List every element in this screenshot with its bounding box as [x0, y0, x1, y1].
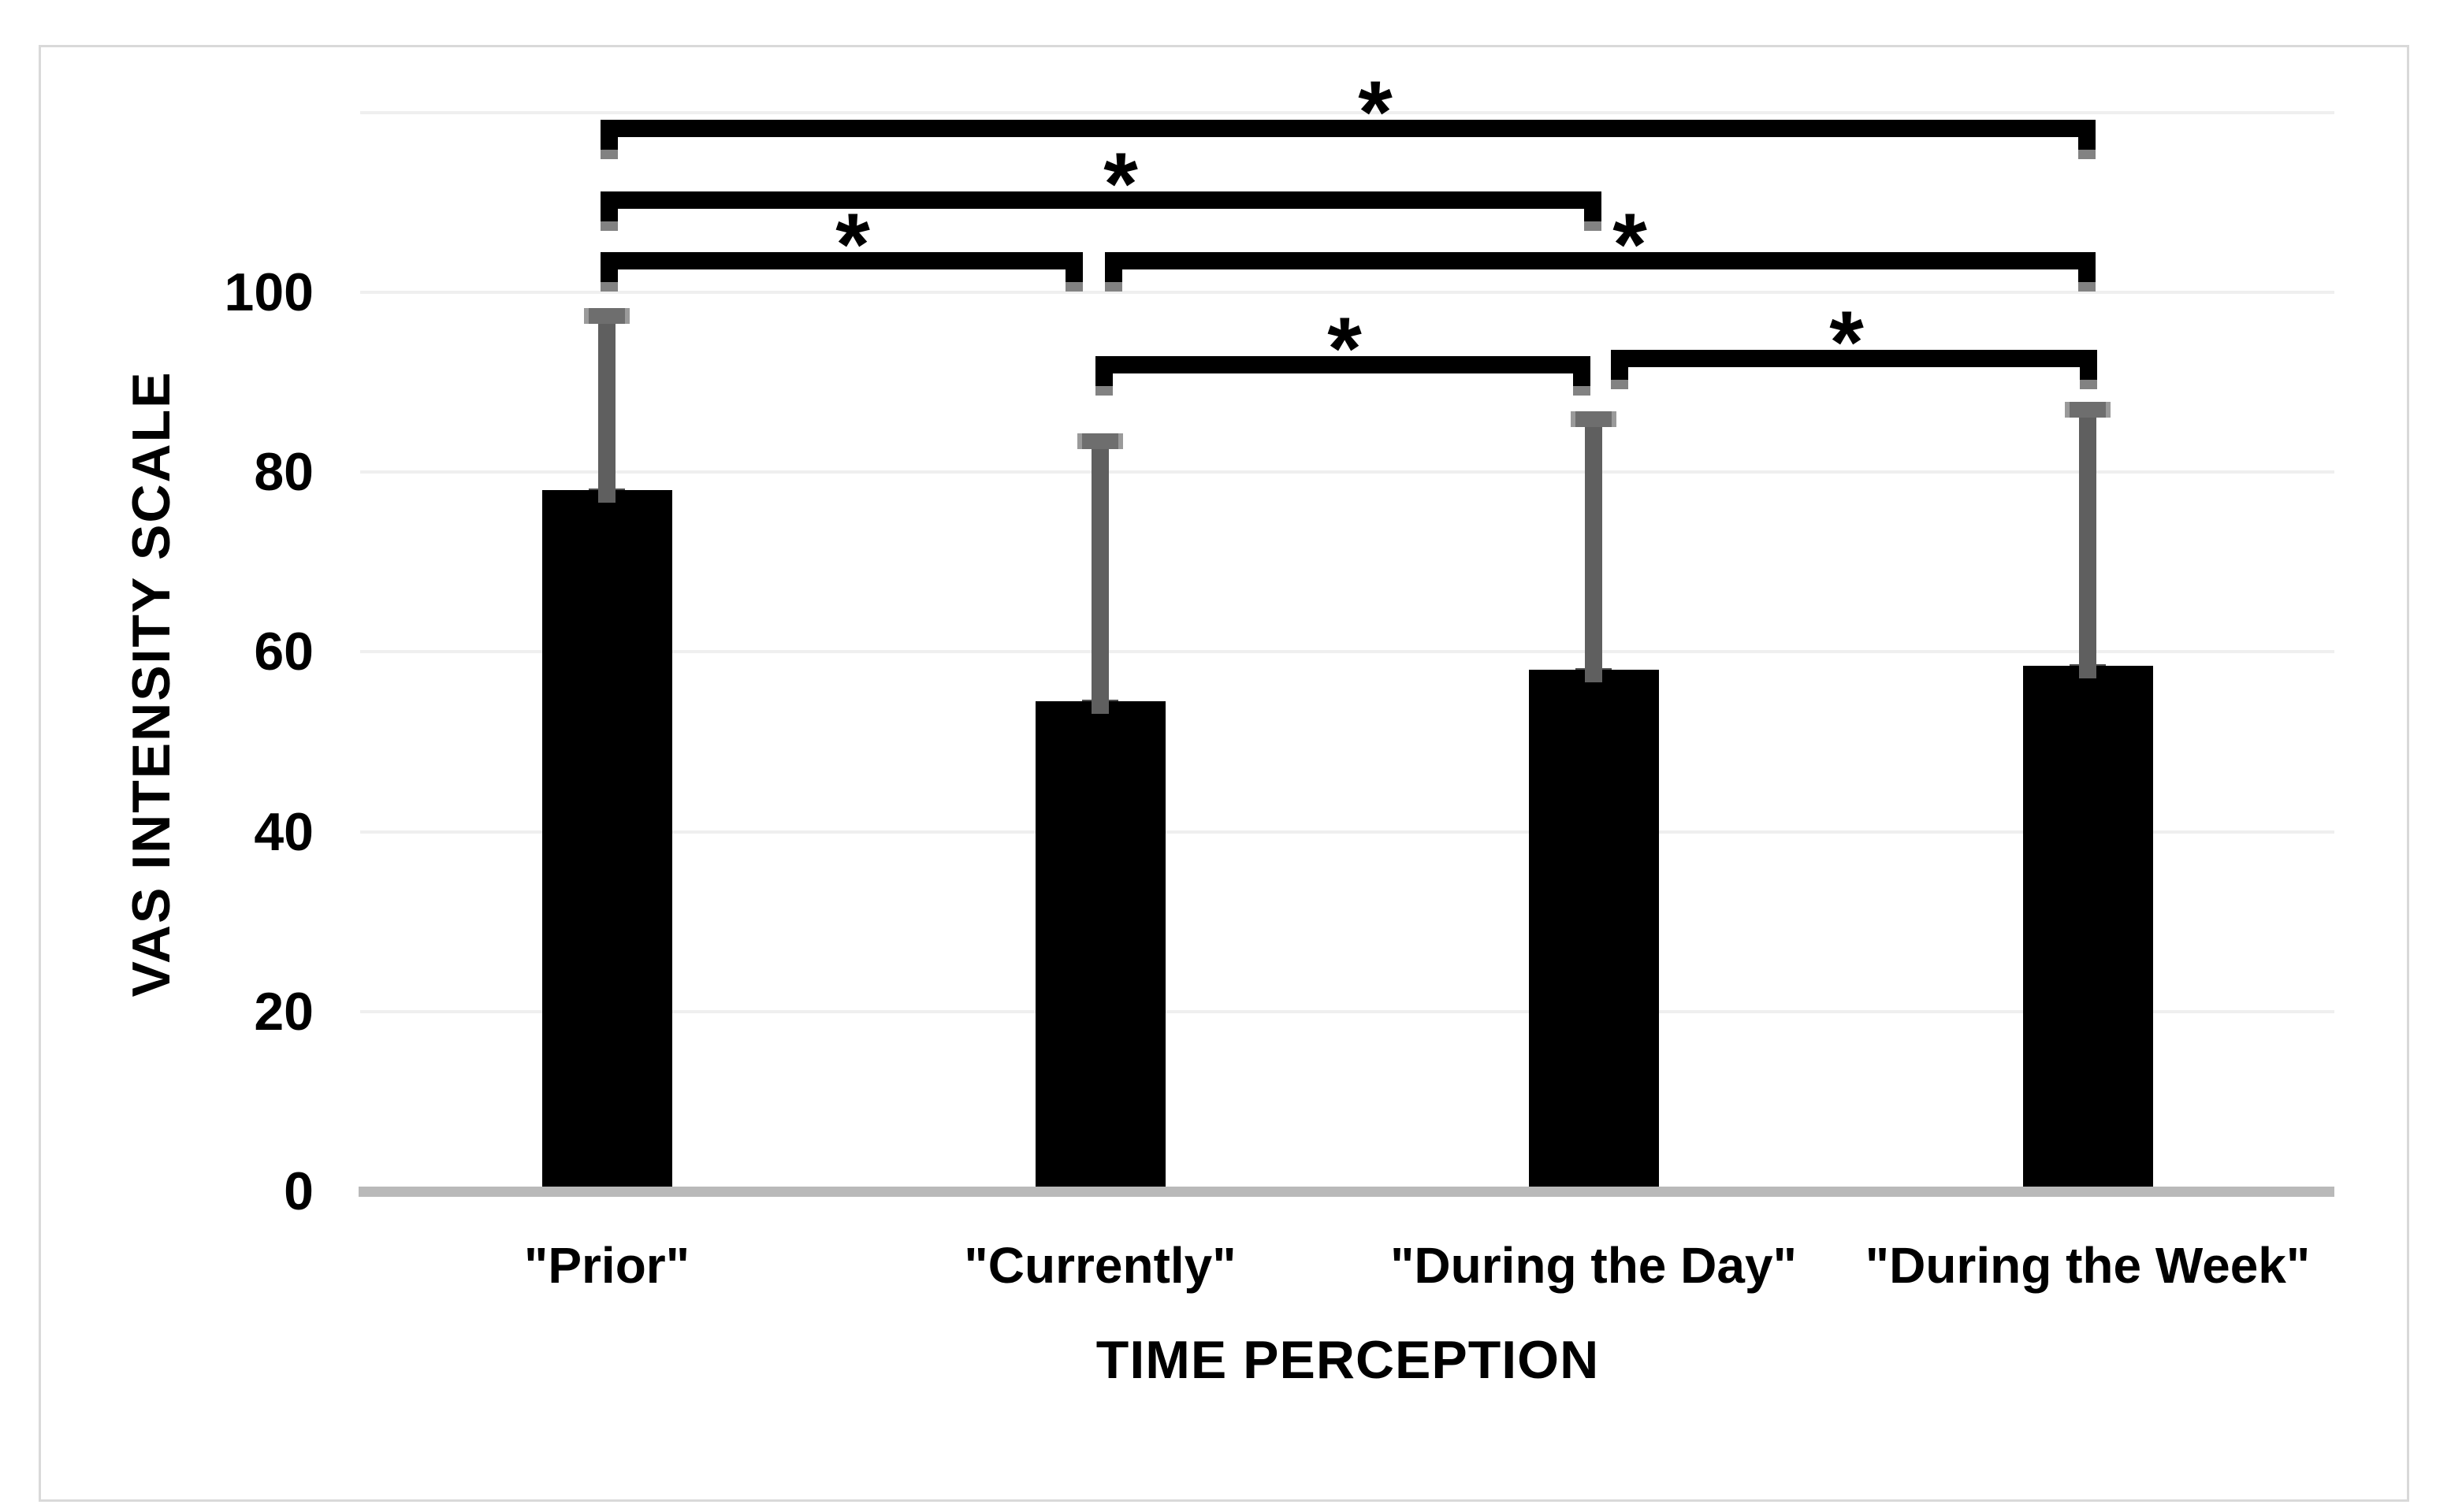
- bracket-right-tip: [1066, 282, 1083, 292]
- bracket-right-hook: [2078, 120, 2096, 150]
- significance-bracket: [1095, 356, 1590, 397]
- x-axis-line: [359, 1187, 2334, 1197]
- significance-asterisk: *: [835, 195, 870, 294]
- gridline-100: [360, 291, 2334, 294]
- x-category-label: "Currently": [964, 1237, 1237, 1294]
- y-tick-label: 60: [254, 622, 314, 682]
- significance-asterisk: *: [1612, 195, 1647, 294]
- error-bar-line: [1092, 440, 1109, 715]
- bracket-right-hook: [2078, 252, 2096, 282]
- bracket-right-hook: [1573, 356, 1590, 386]
- x-category-label: "Prior": [523, 1237, 690, 1294]
- gridline-120: [360, 110, 2334, 114]
- significance-bracket: [601, 120, 2096, 161]
- significance-bracket: [1105, 252, 2096, 293]
- bracket-right-tip: [1584, 221, 1601, 231]
- bracket-bar: [601, 191, 1601, 209]
- x-category-label: "During the Day": [1390, 1237, 1797, 1294]
- y-tick-label: 100: [224, 262, 314, 322]
- bracket-left-hook: [601, 120, 618, 150]
- y-tick-label: 0: [284, 1161, 314, 1221]
- gridline-20: [360, 1009, 2334, 1013]
- data-bar: [2022, 665, 2153, 1188]
- bracket-left-tip: [1095, 386, 1113, 396]
- bracket-bar: [1105, 252, 2096, 269]
- error-bar-top-cap: [584, 307, 630, 324]
- error-bar-line: [2079, 409, 2096, 678]
- gridline-60: [360, 650, 2334, 654]
- bracket-right-hook: [1066, 252, 1083, 282]
- error-bar-line: [1585, 418, 1602, 683]
- bracket-left-tip: [601, 221, 618, 231]
- error-bar-top-cap: [2065, 402, 2111, 418]
- bracket-bar: [1611, 350, 2097, 367]
- y-tick-label: 80: [254, 442, 314, 503]
- error-bar-top-cap: [1077, 433, 1123, 450]
- error-bar-top-cap: [1571, 411, 1616, 427]
- bracket-left-hook: [601, 191, 618, 221]
- chart-frame: [39, 45, 2409, 1502]
- bracket-left-tip: [601, 150, 618, 159]
- bracket-bar: [601, 120, 2096, 137]
- significance-bracket: [601, 252, 1083, 293]
- bracket-bar: [1095, 356, 1590, 373]
- y-tick-label: 40: [254, 801, 314, 862]
- y-tick-label: 20: [254, 981, 314, 1042]
- y-axis-title: VAS INTENSITY SCALE: [121, 370, 181, 997]
- bracket-left-hook: [1611, 350, 1628, 380]
- bracket-right-tip: [1573, 386, 1590, 396]
- bracket-right-tip: [2078, 282, 2096, 292]
- bracket-right-hook: [1584, 191, 1601, 221]
- gridline-80: [360, 470, 2334, 474]
- data-bar: [1528, 670, 1659, 1188]
- data-bar: [1035, 701, 1166, 1188]
- bracket-left-hook: [1095, 356, 1113, 386]
- significance-bracket: [601, 191, 1601, 232]
- bracket-right-tip: [2080, 380, 2097, 389]
- gridline-40: [360, 830, 2334, 834]
- bracket-right-hook: [2080, 350, 2097, 380]
- bracket-left-hook: [601, 252, 618, 282]
- significance-bracket: [1611, 350, 2097, 391]
- significance-asterisk: *: [1103, 135, 1138, 233]
- x-category-label: "During the Week": [1865, 1237, 2311, 1294]
- bracket-left-tip: [601, 282, 618, 292]
- x-axis-title: TIME PERCEPTION: [1095, 1330, 1600, 1390]
- significance-asterisk: *: [1829, 293, 1864, 392]
- significance-asterisk: *: [1358, 63, 1393, 162]
- bracket-left-tip: [1611, 380, 1628, 389]
- bracket-left-hook: [1105, 252, 1122, 282]
- bracket-bar: [601, 252, 1083, 269]
- bracket-left-tip: [1105, 282, 1122, 292]
- significance-asterisk: *: [1327, 299, 1362, 398]
- data-bar: [541, 490, 672, 1188]
- error-bar-line: [598, 314, 616, 503]
- bracket-right-tip: [2078, 150, 2096, 159]
